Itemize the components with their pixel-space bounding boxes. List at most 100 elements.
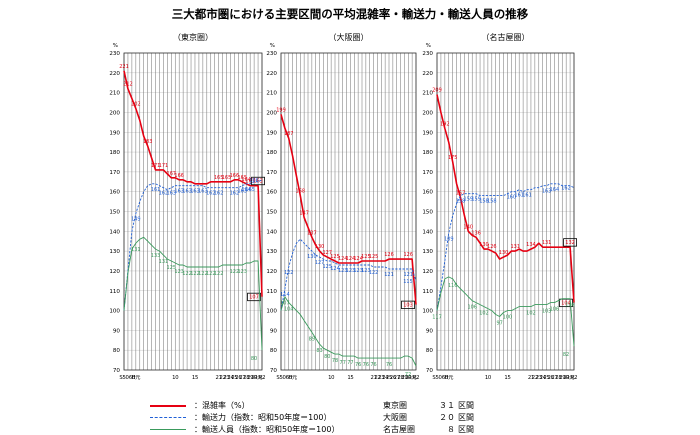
x-tick-label: 24 (227, 375, 234, 381)
data-label: 130 (499, 250, 509, 256)
x-tick-label: R2 (259, 375, 265, 381)
x-tick-label: 28 (398, 375, 405, 381)
data-label: 162 (214, 191, 224, 197)
data-label: 89 (309, 336, 315, 342)
y-tick-label: 170 (266, 170, 277, 176)
y-tick-label: 130 (422, 249, 433, 255)
region-osaka: 大阪圏 ２０ 区間 (383, 412, 474, 423)
data-label: 106 (467, 305, 477, 311)
y-tick-label: 160 (109, 190, 120, 196)
x-tick-label: 22 (532, 375, 538, 381)
data-label: 97 (496, 321, 502, 327)
y-tick-label: 190 (266, 130, 277, 136)
y-tick-label: 220 (266, 71, 277, 77)
data-label-box (251, 176, 265, 186)
charts-area: （東京圏） 70 80 90 100 110 120 130 140 150 160 170 180 19… (109, 32, 577, 381)
data-label: 130 (315, 244, 325, 250)
data-label: 137 (307, 230, 317, 236)
data-label: 212 (123, 82, 133, 88)
plot-frame (123, 52, 263, 371)
x-tick-label: 25 (544, 375, 550, 381)
data-label: 162 (230, 191, 240, 197)
y-tick-label: 180 (109, 150, 120, 156)
data-label: 134 (526, 242, 536, 248)
data-label: 168 (296, 189, 306, 195)
data-label: 149 (131, 216, 141, 222)
data-label: 130 (479, 242, 489, 248)
data-label: 165 (214, 175, 224, 181)
x-tick-label: R2 (571, 375, 577, 381)
y-tick-label: 190 (422, 130, 433, 136)
data-label: 106 (565, 303, 575, 309)
y-tick-label: 160 (422, 190, 433, 196)
data-label: 166 (230, 173, 240, 179)
x-tick-label: 28 (243, 375, 250, 381)
data-label: 163 (245, 179, 255, 185)
x-tick-label: 60 (129, 375, 136, 381)
data-label: 164 (241, 187, 251, 193)
data-label: 140 (464, 224, 474, 230)
data-label: 160 (507, 195, 517, 201)
legend-swatch-passengers (150, 429, 186, 430)
data-label: 147 (299, 210, 309, 216)
data-label: 199 (276, 107, 286, 113)
y-tick-label: 70 (426, 368, 434, 374)
data-label: 158 (487, 199, 497, 205)
y-tick-label: 120 (109, 269, 120, 275)
data-label: 107 (249, 295, 259, 301)
data-label: 163 (542, 189, 552, 195)
data-label: 121 (384, 272, 394, 278)
data-label: 202 (131, 101, 141, 107)
data-label: 131 (159, 259, 169, 265)
y-tick-label: 170 (422, 170, 433, 176)
data-label: 122 (182, 271, 192, 277)
x-tick-label: 60 (442, 375, 449, 381)
y-tick-label: 140 (109, 229, 120, 235)
data-label: 123 (346, 268, 356, 274)
data-label: 80 (251, 356, 257, 362)
region-count: ２０ (439, 413, 455, 422)
y-tick-label: 80 (426, 348, 434, 354)
y-tick-label: 170 (109, 170, 120, 176)
x-tick-label: 26 (235, 375, 242, 381)
x-tick-label: 60 (286, 375, 293, 381)
data-label: 131 (511, 244, 521, 250)
data-label: 165 (245, 187, 255, 193)
data-label-box (247, 292, 261, 302)
y-tick-label: 70 (113, 368, 121, 374)
data-label: 100 (503, 315, 513, 321)
data-label: 124 (346, 256, 356, 262)
data-label: 139 (444, 236, 454, 242)
y-tick-label: 150 (422, 210, 433, 216)
y-tick-label: 180 (422, 150, 433, 156)
data-label: 125 (323, 264, 333, 270)
y-tick-label: 230 (422, 51, 433, 57)
region-unit: 区間 (458, 401, 474, 410)
figure-title: 三大都市圏における主要区間の平均混雑率・輸送力・輸送人員の推移 (171, 7, 529, 21)
x-tick-label: H元 (288, 374, 298, 381)
region-tokyo: 東京圏 ３１ 区間 (383, 400, 474, 411)
data-label-box (401, 300, 415, 310)
x-tick-label: R元 (408, 374, 417, 381)
x-tick-label: R2 (413, 375, 419, 381)
panel-heading: （名古屋圏） (482, 32, 530, 42)
data-label: 162 (159, 191, 169, 197)
data-label: 122 (198, 271, 208, 277)
y-tick-label: 80 (113, 348, 121, 354)
x-tick-label: 26 (547, 375, 554, 381)
data-label: 163 (182, 189, 192, 195)
y-tick-label: 200 (422, 110, 433, 116)
data-label: 123 (353, 268, 363, 274)
data-label: 77 (340, 360, 346, 366)
region-count: ８ (447, 425, 455, 434)
data-label: 162 (206, 191, 216, 197)
data-label: 125 (361, 254, 371, 260)
y-tick-label: 230 (266, 51, 277, 57)
y-tick-label: 130 (266, 249, 277, 255)
legend-label-passengers: ：輸送人員（指数：昭和50年度＝100） (194, 425, 340, 434)
y-tick-label: 190 (109, 130, 120, 136)
data-label: 161 (151, 187, 161, 193)
data-label: 171 (159, 163, 169, 169)
y-tick-label: 90 (426, 328, 434, 334)
data-label: 103 (542, 309, 552, 315)
